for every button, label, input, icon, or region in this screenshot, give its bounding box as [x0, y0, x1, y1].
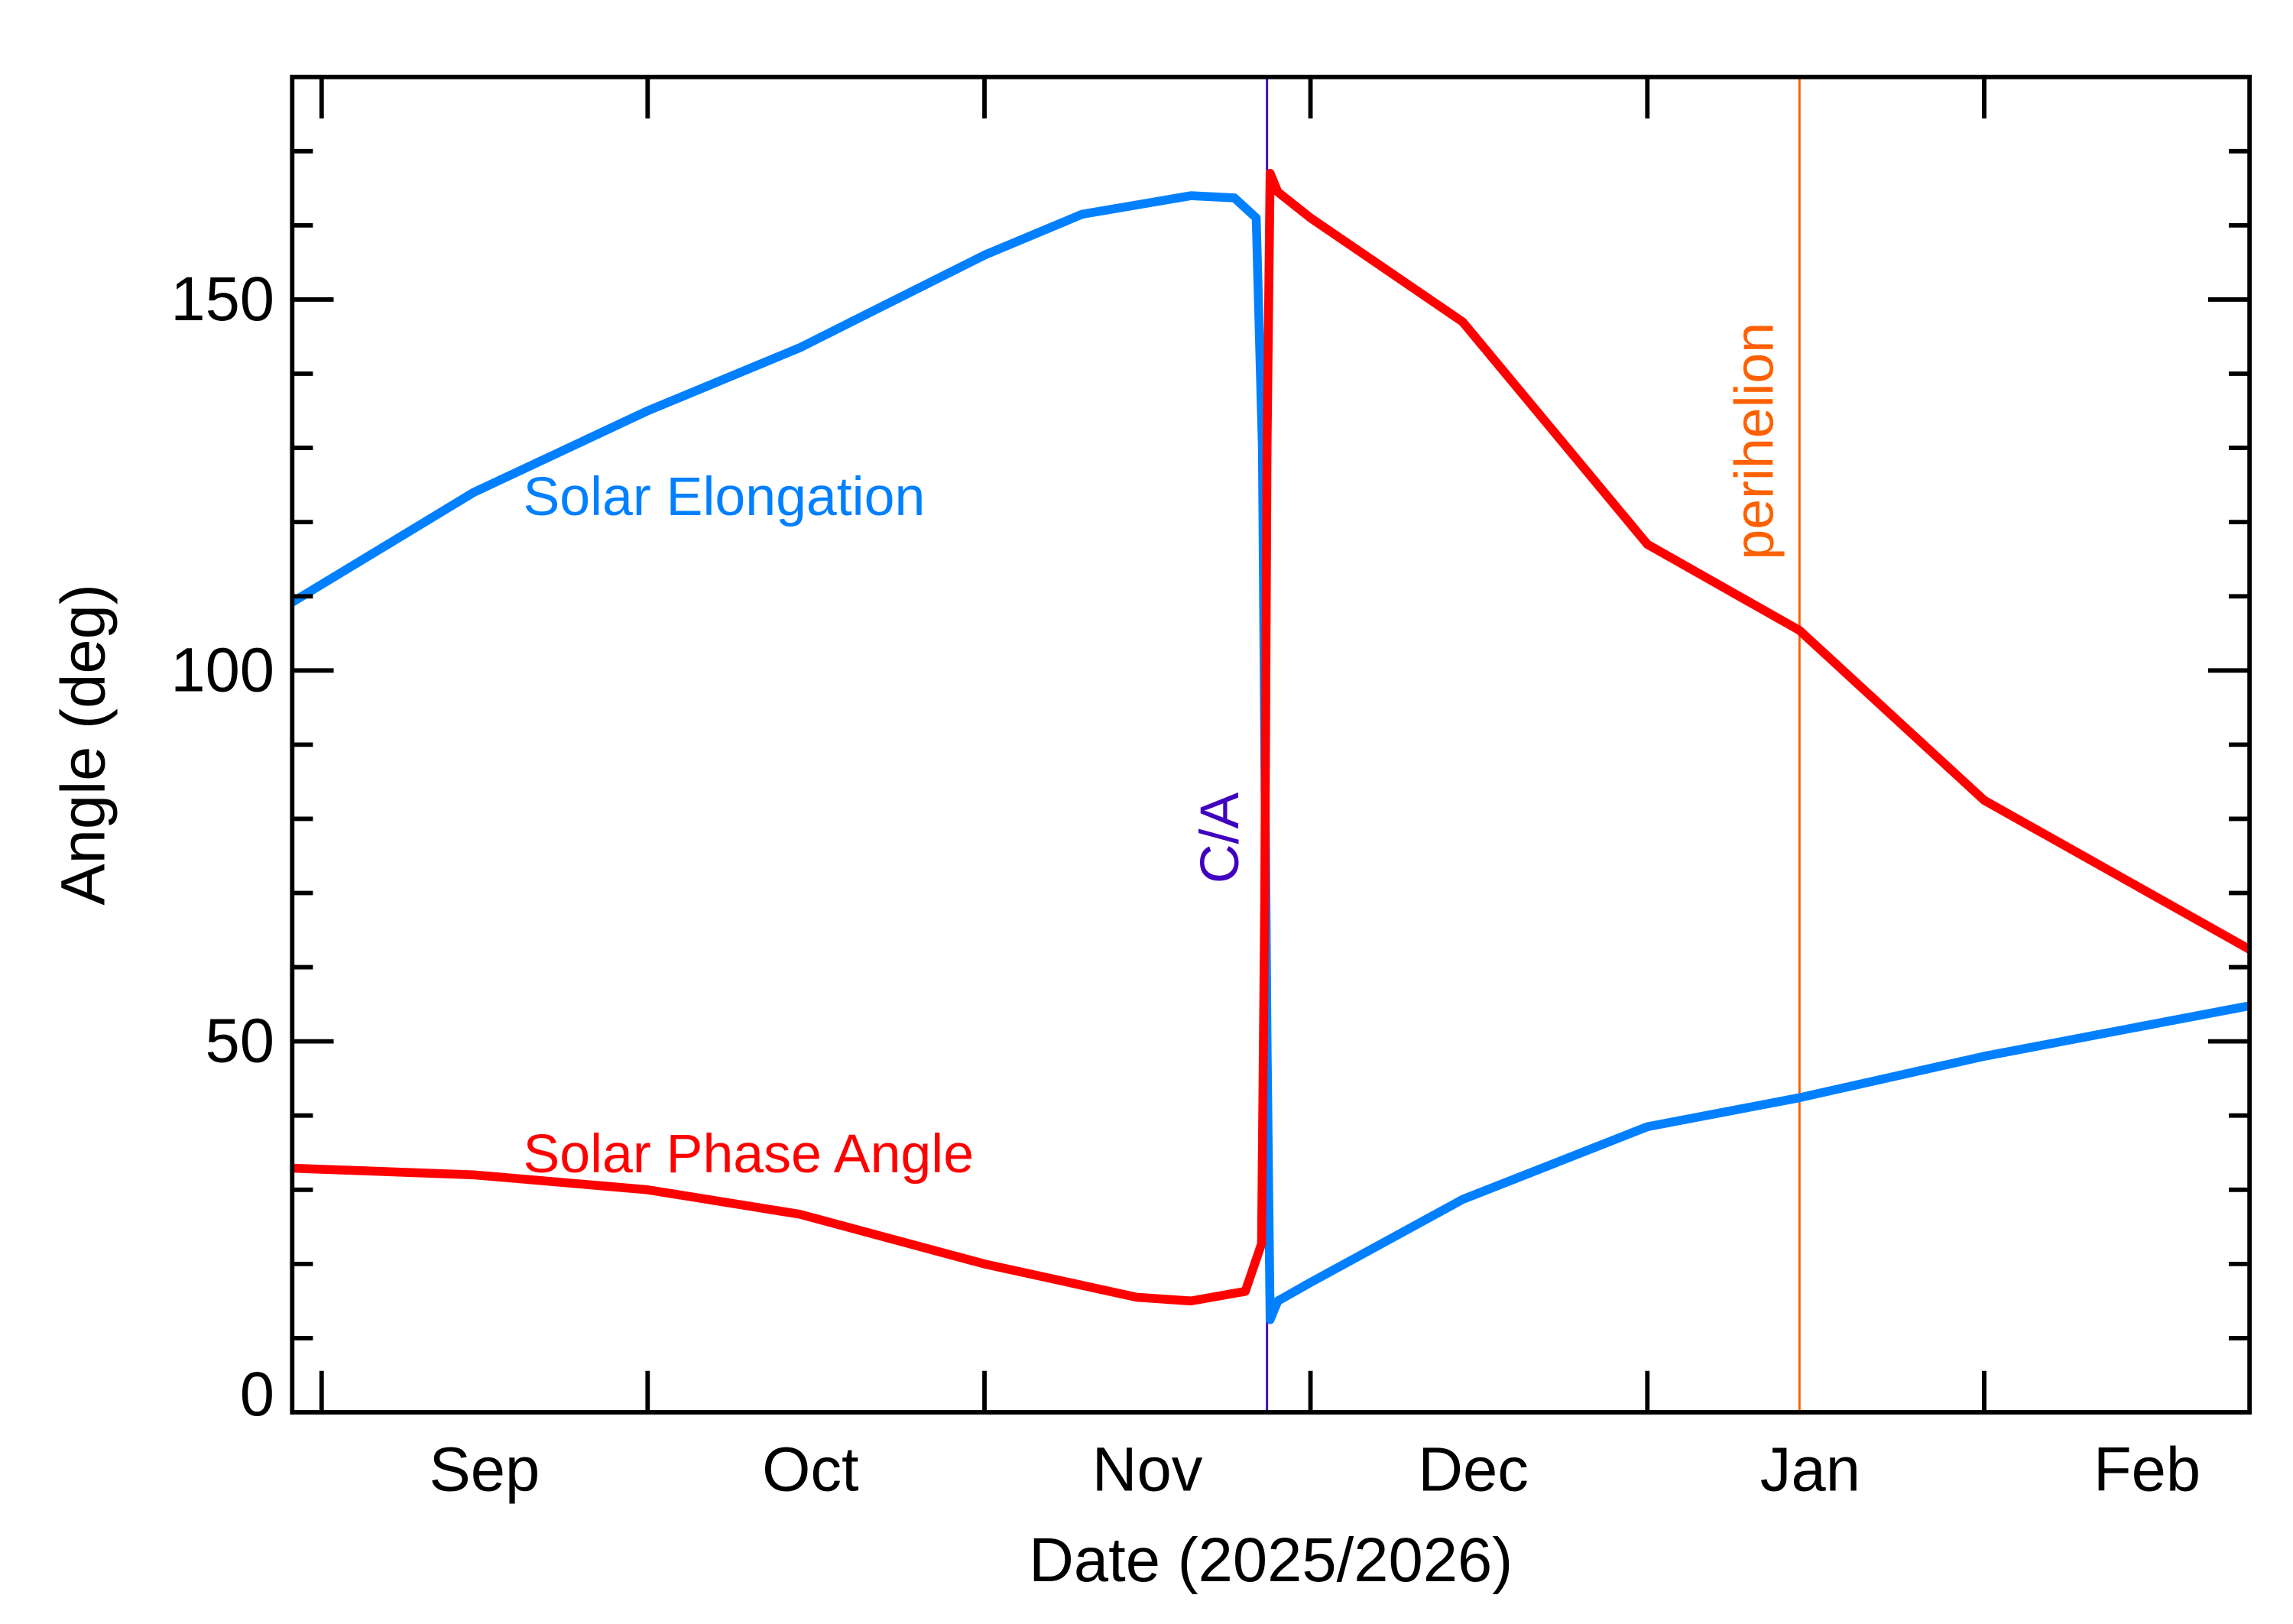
x-tick-label: Nov [1092, 1435, 1203, 1505]
y-tick-label: 100 [170, 635, 274, 705]
x-tick-label: Sep [430, 1435, 540, 1505]
x-tick-label: Feb [2094, 1435, 2201, 1505]
series-label-phase: Solar Phase Angle [523, 1123, 974, 1185]
series-label-elongation: Solar Elongation [523, 466, 925, 527]
annotation-ca: C/A [1189, 792, 1250, 883]
x-tick-label: Jan [1760, 1435, 1860, 1505]
plot-frame [290, 74, 2252, 1415]
x-tick-label: Dec [1418, 1435, 1529, 1505]
y-axis-label: Angle (deg) [48, 584, 118, 906]
y-tick-label: 0 [240, 1360, 274, 1429]
y-tick-label: 150 [170, 264, 274, 334]
series-line-solar-phase-angle [292, 169, 2252, 1306]
x-tick-label: Oct [762, 1435, 859, 1505]
y-tick-label: 50 [206, 1006, 274, 1076]
x-axis-label: Date (2025/2026) [1029, 1525, 1513, 1595]
series-line-solar-elongation [290, 191, 2251, 1324]
annotation-perihelion: perihelion [1724, 323, 1785, 560]
